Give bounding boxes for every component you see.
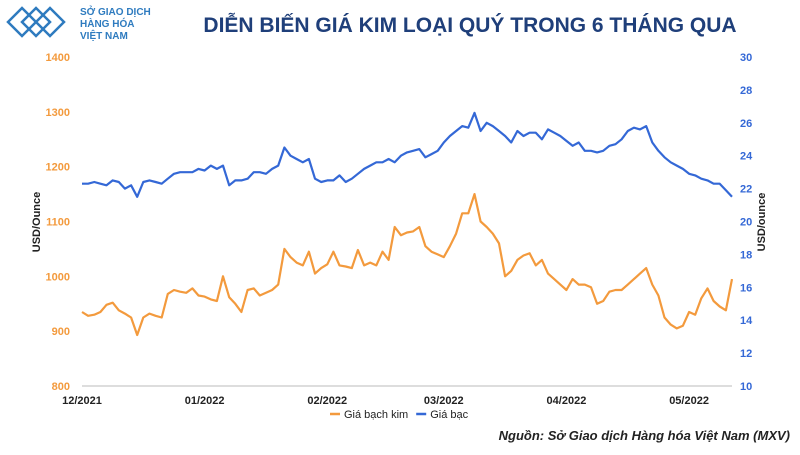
y2-tick-label: 26: [740, 118, 752, 130]
legend-label: Giá bạc: [430, 409, 468, 421]
y2-tick-label: 12: [740, 348, 752, 360]
logo-icon: [6, 6, 66, 38]
y2-tick-label: 28: [740, 85, 752, 97]
y2-axis-label: USD/ounce: [756, 193, 768, 252]
x-tick-label: 01/2022: [185, 395, 225, 407]
y2-tick-label: 24: [740, 151, 753, 163]
logo-text: HÀNG HÓA: [80, 17, 134, 30]
y-tick-label: 900: [52, 326, 70, 338]
chart-title: DIỄN BIẾN GIÁ KIM LOẠI QUÝ TRONG 6 THÁNG…: [203, 13, 736, 37]
y2-tick-label: 18: [740, 249, 752, 261]
series-line: [82, 111, 733, 198]
y-tick-label: 1200: [46, 162, 70, 174]
source: Nguồn: Sở Giao dịch Hàng hóa Việt Nam (M…: [499, 428, 790, 443]
y-axis-label: USD/Ounce: [31, 192, 43, 253]
y2-tick-label: 16: [740, 282, 752, 294]
logo-text: VIỆT NAM: [80, 29, 128, 42]
y-tick-label: 1000: [46, 271, 70, 283]
x-tick-label: 05/2022: [669, 395, 709, 407]
series-line: [81, 193, 734, 337]
y2-tick-label: 22: [740, 184, 752, 196]
y-tick-label: 800: [52, 381, 70, 393]
y-tick-label: 1100: [46, 217, 70, 229]
x-tick-label: 03/2022: [424, 395, 464, 407]
y2-tick-label: 14: [740, 315, 753, 327]
legend-label: Giá bạch kim: [344, 409, 408, 421]
x-tick-label: 02/2022: [307, 395, 347, 407]
y2-tick-label: 10: [740, 381, 752, 393]
y2-tick-label: 30: [740, 52, 752, 64]
y-tick-label: 1400: [46, 52, 70, 64]
x-tick-label: 04/2022: [547, 395, 587, 407]
y-tick-label: 1300: [46, 107, 70, 119]
logo-text: SỞ GIAO DỊCH: [80, 5, 151, 18]
x-tick-label: 12/2021: [62, 395, 102, 407]
y2-tick-label: 20: [740, 217, 752, 229]
